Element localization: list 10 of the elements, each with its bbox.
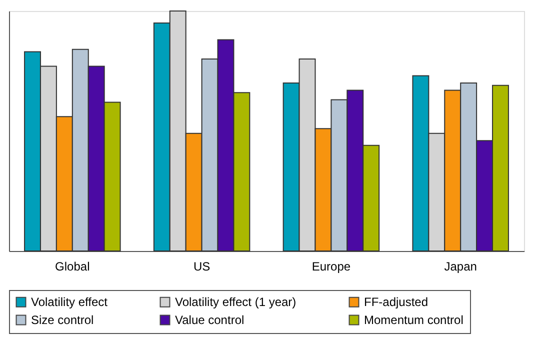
legend-label: Value control <box>175 313 244 327</box>
legend-label: Volatility effect (1 year) <box>175 295 296 310</box>
legend-label: Size control <box>31 313 94 327</box>
legend-label: Volatility effect <box>31 295 108 310</box>
x-tick-label: Europe <box>312 260 351 274</box>
x-tick-label: Japan <box>444 260 477 274</box>
legend-label: FF-adjusted <box>364 295 428 310</box>
x-tick-label: US <box>193 260 210 274</box>
legend-label: Momentum control <box>364 313 464 327</box>
x-tick-label: Global <box>55 260 90 274</box>
